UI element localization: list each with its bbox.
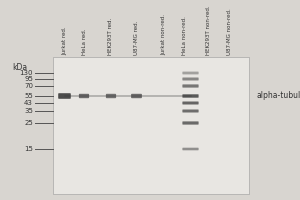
Text: HeLa red.: HeLa red.: [82, 28, 86, 55]
Text: 70: 70: [24, 83, 33, 89]
Bar: [52, 57, 249, 194]
FancyBboxPatch shape: [182, 110, 199, 113]
Text: 25: 25: [24, 120, 33, 126]
Text: kDa: kDa: [12, 62, 27, 72]
FancyBboxPatch shape: [131, 94, 142, 98]
FancyBboxPatch shape: [182, 102, 199, 105]
Text: 55: 55: [24, 93, 33, 99]
FancyBboxPatch shape: [182, 84, 199, 88]
FancyBboxPatch shape: [182, 148, 199, 150]
FancyBboxPatch shape: [106, 94, 116, 98]
FancyBboxPatch shape: [182, 94, 199, 98]
Text: HeLa non-red.: HeLa non-red.: [182, 16, 187, 55]
Text: HEK293T red.: HEK293T red.: [109, 18, 113, 55]
Text: U87-MG non-red.: U87-MG non-red.: [227, 8, 232, 55]
Text: alpha-tubulin: alpha-tubulin: [256, 92, 300, 100]
FancyBboxPatch shape: [58, 93, 71, 99]
Text: 95: 95: [24, 76, 33, 82]
Text: U87-MG red.: U87-MG red.: [134, 21, 139, 55]
Text: 43: 43: [24, 100, 33, 106]
Text: 130: 130: [20, 70, 33, 76]
FancyBboxPatch shape: [182, 121, 199, 125]
Text: Jurkat non-red.: Jurkat non-red.: [161, 14, 166, 55]
FancyBboxPatch shape: [182, 77, 199, 80]
FancyBboxPatch shape: [79, 94, 89, 98]
FancyBboxPatch shape: [182, 72, 199, 74]
Text: 35: 35: [24, 108, 33, 114]
Text: Jurkat red.: Jurkat red.: [62, 26, 67, 55]
Text: 15: 15: [24, 146, 33, 152]
Text: HEK293T non-red.: HEK293T non-red.: [206, 5, 211, 55]
